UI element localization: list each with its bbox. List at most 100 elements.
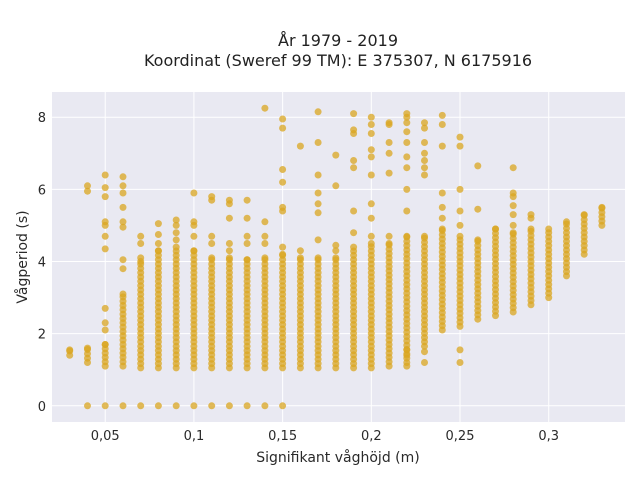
data-point	[563, 218, 570, 226]
data-point	[367, 146, 375, 154]
data-point	[456, 232, 464, 240]
data-point	[279, 166, 287, 173]
data-point	[172, 243, 180, 251]
data-point	[172, 221, 180, 229]
data-point	[350, 229, 358, 237]
data-point	[421, 139, 428, 146]
data-point	[243, 402, 251, 410]
data-point	[172, 236, 180, 244]
data-point	[154, 240, 162, 247]
data-point	[154, 231, 162, 238]
data-point	[403, 346, 411, 354]
data-point	[208, 193, 216, 201]
data-points	[66, 104, 606, 410]
data-point	[84, 187, 91, 195]
x-tick-label: 0,15	[268, 429, 297, 444]
data-point	[421, 359, 428, 366]
data-point	[119, 218, 127, 226]
data-point	[332, 241, 340, 249]
data-point	[208, 254, 216, 262]
data-point	[527, 211, 535, 219]
data-point	[208, 240, 216, 247]
data-point	[101, 193, 109, 201]
data-point	[190, 402, 198, 410]
data-point	[545, 225, 553, 233]
data-point	[492, 225, 499, 233]
data-point	[137, 402, 145, 410]
data-point	[332, 247, 340, 255]
data-point	[261, 402, 269, 410]
data-point	[101, 184, 109, 192]
data-point	[119, 203, 127, 211]
data-point	[101, 218, 109, 226]
data-point	[421, 232, 428, 240]
data-point	[279, 178, 287, 186]
data-point	[385, 139, 393, 146]
data-point	[438, 189, 446, 197]
data-point	[456, 359, 464, 366]
data-point	[350, 157, 358, 164]
data-point	[119, 290, 127, 298]
data-point	[403, 207, 411, 215]
y-tick-label: 2	[38, 328, 46, 343]
data-point	[456, 207, 464, 215]
data-point	[101, 341, 109, 348]
data-point	[314, 139, 322, 146]
data-point	[350, 207, 358, 215]
data-point	[154, 402, 162, 410]
data-point	[438, 142, 446, 150]
data-point	[598, 203, 606, 211]
data-point	[261, 218, 269, 226]
data-point	[296, 142, 304, 150]
data-point	[225, 196, 233, 204]
data-point	[119, 223, 127, 231]
data-point	[279, 243, 287, 251]
data-point	[314, 189, 322, 197]
data-point	[367, 171, 375, 179]
data-point	[385, 232, 393, 240]
data-point	[438, 111, 446, 119]
data-point	[296, 254, 304, 262]
data-point	[350, 126, 358, 134]
y-tick-label: 4	[38, 256, 46, 271]
data-point	[438, 214, 446, 222]
data-point	[367, 153, 375, 161]
data-point	[101, 402, 109, 410]
data-point	[350, 243, 358, 251]
data-point	[367, 232, 375, 240]
data-point	[225, 240, 233, 247]
data-point	[350, 110, 358, 118]
data-point	[421, 171, 428, 179]
data-point	[385, 149, 393, 157]
chart-title: År 1979 - 2019 Koordinat (Sweref 99 TM):…	[144, 31, 532, 70]
data-point	[172, 216, 180, 224]
data-point	[332, 151, 340, 159]
x-tick-label: 0,2	[361, 429, 382, 444]
data-point	[101, 171, 109, 179]
data-point	[385, 119, 393, 127]
data-point	[279, 115, 287, 123]
data-point	[190, 232, 198, 240]
data-point	[421, 124, 428, 132]
data-point	[403, 139, 411, 146]
data-point	[456, 346, 464, 354]
data-point	[527, 225, 535, 233]
x-tick-label: 0,05	[91, 429, 120, 444]
data-point	[243, 214, 251, 222]
data-point	[137, 240, 145, 247]
data-point	[225, 214, 233, 222]
y-axis-title: Vågperiod (s)	[14, 210, 31, 303]
data-point	[101, 304, 109, 312]
data-point	[474, 162, 482, 170]
data-point	[367, 200, 375, 208]
data-point	[509, 164, 517, 172]
data-point	[314, 171, 322, 179]
data-point	[438, 225, 446, 233]
data-point	[314, 209, 322, 217]
data-point	[84, 182, 91, 190]
data-point	[580, 211, 588, 219]
y-axis-ticks: 0 2 4 6 8	[38, 111, 46, 415]
data-point	[421, 119, 428, 127]
data-point	[332, 182, 340, 190]
